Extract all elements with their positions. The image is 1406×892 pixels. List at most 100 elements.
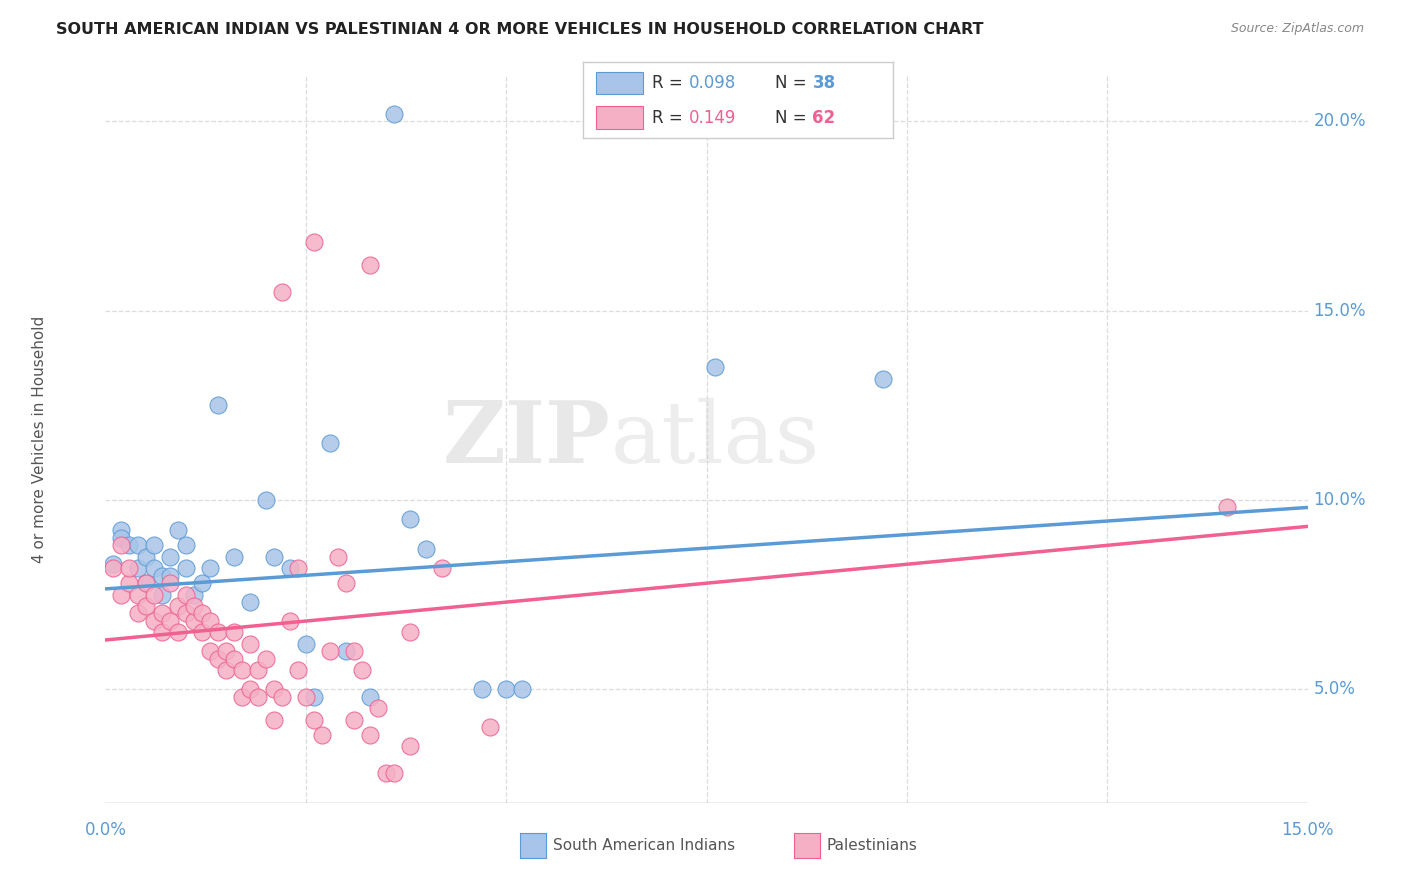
Point: [174, 538, 197, 552]
Point: [278, 561, 301, 575]
Point: [359, 728, 381, 742]
Point: [159, 568, 181, 582]
Point: [142, 588, 165, 602]
Point: [319, 436, 342, 450]
Point: [231, 663, 253, 677]
Point: [231, 690, 253, 704]
Point: [159, 576, 181, 591]
Point: [166, 523, 188, 537]
Text: ZIP: ZIP: [443, 397, 610, 482]
Text: 20.0%: 20.0%: [1313, 112, 1367, 130]
Point: [239, 595, 262, 609]
Point: [222, 625, 245, 640]
Point: [703, 360, 725, 375]
Point: [350, 663, 373, 677]
Text: Source: ZipAtlas.com: Source: ZipAtlas.com: [1230, 22, 1364, 36]
Text: N =: N =: [775, 109, 813, 127]
Point: [127, 607, 149, 621]
Text: SOUTH AMERICAN INDIAN VS PALESTINIAN 4 OR MORE VEHICLES IN HOUSEHOLD CORRELATION: SOUTH AMERICAN INDIAN VS PALESTINIAN 4 O…: [56, 22, 984, 37]
Point: [135, 549, 157, 564]
Point: [302, 235, 325, 250]
Point: [399, 625, 422, 640]
Point: [335, 576, 357, 591]
Point: [142, 538, 165, 552]
Point: [343, 644, 366, 658]
Point: [198, 614, 221, 628]
Point: [479, 720, 502, 734]
Point: [287, 663, 309, 677]
Point: [103, 561, 125, 575]
Point: [214, 644, 236, 658]
Text: 0.0%: 0.0%: [84, 821, 127, 839]
Point: [359, 690, 381, 704]
Text: Palestinians: Palestinians: [827, 838, 918, 853]
Point: [190, 576, 212, 591]
Point: [183, 599, 205, 613]
Point: [246, 690, 269, 704]
Point: [1216, 500, 1239, 515]
Point: [246, 663, 269, 677]
Point: [263, 713, 285, 727]
Point: [183, 614, 205, 628]
Point: [319, 644, 342, 658]
Point: [359, 258, 381, 272]
Point: [510, 682, 533, 697]
Text: 15.0%: 15.0%: [1313, 301, 1367, 319]
Point: [222, 652, 245, 666]
Text: 5.0%: 5.0%: [1313, 681, 1355, 698]
Point: [254, 652, 277, 666]
Point: [103, 558, 125, 572]
Text: atlas: atlas: [610, 398, 820, 481]
Point: [295, 637, 318, 651]
Point: [166, 599, 188, 613]
Point: [118, 538, 141, 552]
Point: [311, 728, 333, 742]
Bar: [596, 106, 644, 129]
Point: [198, 561, 221, 575]
Point: [270, 285, 292, 299]
Point: [222, 549, 245, 564]
Point: [190, 625, 212, 640]
Text: 10.0%: 10.0%: [1313, 491, 1367, 509]
Point: [118, 576, 141, 591]
Point: [254, 492, 277, 507]
Point: [367, 701, 389, 715]
Text: South American Indians: South American Indians: [553, 838, 735, 853]
Point: [399, 512, 422, 526]
Point: [326, 549, 349, 564]
Point: [127, 588, 149, 602]
Point: [382, 765, 405, 780]
Point: [118, 561, 141, 575]
Point: [159, 549, 181, 564]
Point: [471, 682, 494, 697]
Point: [263, 682, 285, 697]
Point: [150, 625, 173, 640]
Point: [127, 561, 149, 575]
Text: 0.098: 0.098: [689, 74, 735, 92]
Text: 15.0%: 15.0%: [1281, 821, 1334, 839]
Point: [287, 561, 309, 575]
Point: [278, 614, 301, 628]
Text: 4 or more Vehicles in Household: 4 or more Vehicles in Household: [32, 316, 46, 563]
Point: [239, 637, 262, 651]
Point: [174, 561, 197, 575]
Point: [174, 588, 197, 602]
Text: R =: R =: [651, 74, 688, 92]
Point: [495, 682, 517, 697]
Point: [198, 644, 221, 658]
Point: [207, 398, 229, 412]
Text: 0.149: 0.149: [689, 109, 735, 127]
Point: [190, 607, 212, 621]
Text: 62: 62: [813, 109, 835, 127]
Point: [270, 690, 292, 704]
Point: [872, 372, 894, 386]
Point: [150, 588, 173, 602]
Point: [127, 538, 149, 552]
Point: [166, 625, 188, 640]
Point: [214, 663, 236, 677]
Bar: [596, 71, 644, 95]
Point: [142, 561, 165, 575]
Point: [110, 588, 132, 602]
Point: [430, 561, 453, 575]
Point: [135, 576, 157, 591]
